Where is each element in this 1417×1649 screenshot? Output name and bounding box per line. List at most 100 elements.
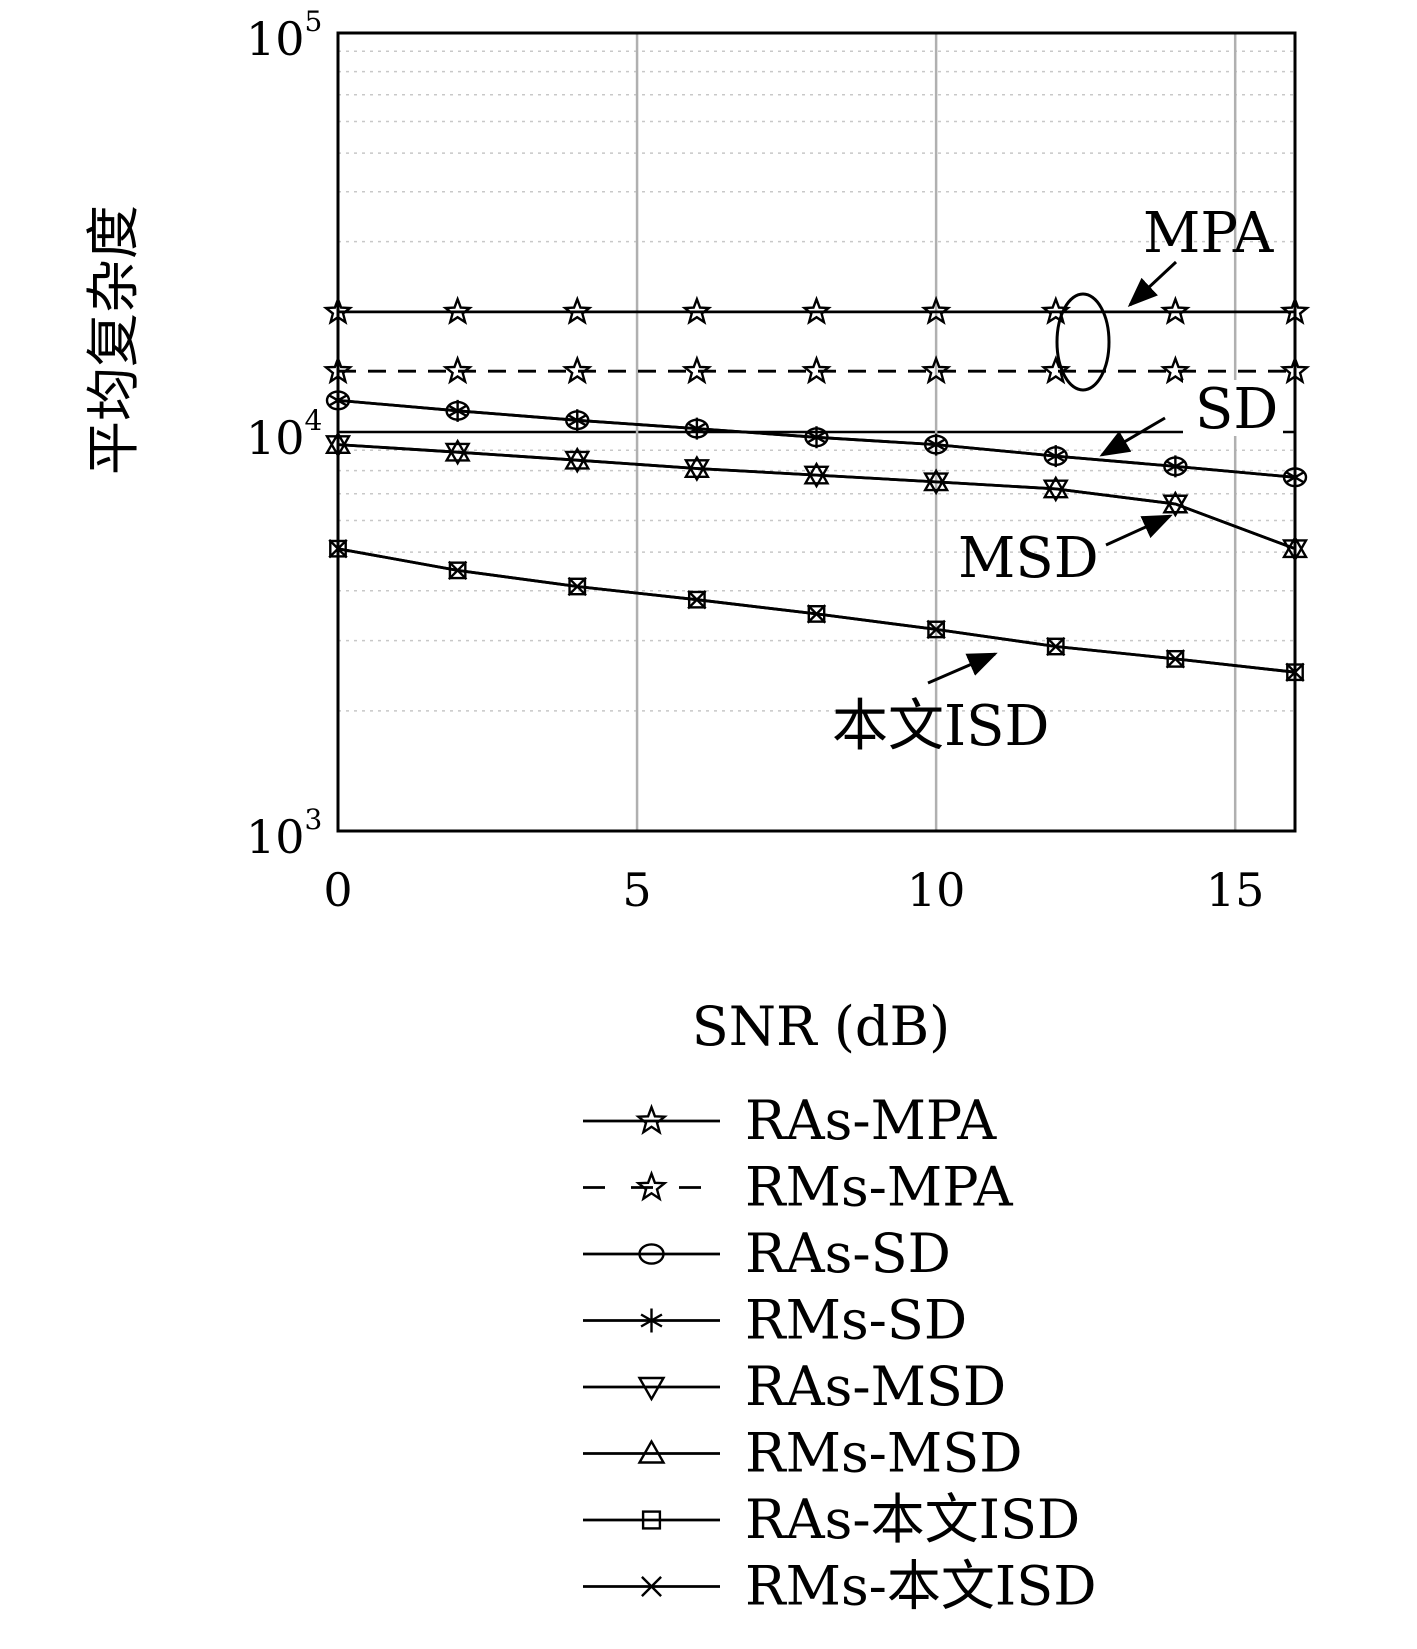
data-point bbox=[442, 295, 473, 325]
data-point bbox=[923, 468, 950, 492]
data-point-stroke bbox=[1165, 455, 1186, 478]
data-point bbox=[447, 560, 468, 581]
legend-marker-stroke bbox=[641, 1576, 662, 1597]
y-axis-label: 平均复杂度 bbox=[82, 205, 145, 475]
legend-item: RMs-MPA bbox=[583, 1156, 1014, 1219]
legend-marker bbox=[641, 1510, 662, 1530]
data-point bbox=[561, 355, 593, 385]
series-line bbox=[337, 547, 1296, 674]
legend-marker bbox=[637, 1439, 666, 1464]
legend-label: RMs-MPA bbox=[745, 1156, 1014, 1219]
legend-marker-stroke bbox=[640, 1308, 663, 1333]
series-RAs-MSD bbox=[324, 435, 1309, 563]
annotation-msd: MSD bbox=[958, 526, 1099, 591]
data-point bbox=[920, 355, 952, 385]
msd-arrow bbox=[1105, 514, 1173, 547]
legend-label: RAs-SD bbox=[745, 1222, 951, 1285]
data-point-stroke bbox=[1165, 649, 1186, 669]
data-point bbox=[803, 461, 830, 485]
data-point bbox=[926, 619, 946, 640]
legend-marker bbox=[635, 1170, 668, 1202]
series-RMs-本文ISD bbox=[328, 539, 1305, 682]
data-point bbox=[1160, 355, 1191, 385]
data-point-stroke bbox=[687, 590, 707, 610]
legend-marker bbox=[641, 1576, 662, 1597]
sd-arrow bbox=[1099, 416, 1166, 457]
legend-item: RAs-MSD bbox=[583, 1355, 1006, 1418]
x-tick-label: 5 bbox=[622, 863, 651, 917]
data-point bbox=[567, 576, 587, 597]
y-tick-label: 105 bbox=[246, 5, 322, 66]
mpa-arrow bbox=[1127, 260, 1178, 308]
data-point bbox=[801, 295, 832, 325]
legend-marker bbox=[640, 1308, 663, 1333]
data-point bbox=[683, 455, 710, 478]
data-point-stroke bbox=[806, 604, 827, 624]
x-tick-labels: 0 5 10 15 bbox=[323, 863, 1264, 917]
data-point-stroke bbox=[447, 399, 468, 422]
legend-label: RAs-本文ISD bbox=[745, 1488, 1080, 1551]
data-point-stroke bbox=[926, 619, 946, 640]
legend-label: RAs-MPA bbox=[745, 1089, 997, 1152]
data-point bbox=[444, 438, 471, 462]
data-point bbox=[567, 409, 588, 432]
data-point bbox=[801, 355, 832, 385]
data-point bbox=[920, 295, 952, 325]
data-point bbox=[1165, 649, 1186, 669]
data-point bbox=[1165, 455, 1186, 478]
legend-item: RMs-本文ISD bbox=[583, 1555, 1097, 1618]
legend-label: RMs-MSD bbox=[745, 1422, 1023, 1485]
annotations: MPA SD MSD 本文ISD bbox=[832, 201, 1283, 759]
y-tick-labels: 103 104 105 bbox=[246, 5, 322, 864]
data-point-stroke bbox=[686, 417, 708, 440]
x-tick-label: 0 bbox=[323, 863, 352, 917]
x-tick-label: 10 bbox=[907, 863, 966, 917]
data-point-stroke bbox=[567, 576, 587, 597]
data-point bbox=[1045, 445, 1066, 468]
data-point bbox=[687, 590, 707, 610]
data-point-stroke bbox=[1046, 636, 1066, 657]
data-point bbox=[447, 399, 468, 422]
data-point bbox=[561, 295, 593, 325]
data-point bbox=[681, 295, 713, 325]
legend-item: RAs-MPA bbox=[583, 1089, 997, 1152]
y-tick-label: 104 bbox=[246, 404, 322, 465]
legend: RAs-MPARMs-MPARAs-SDRMs-SDRAs-MSDRMs-MSD… bbox=[583, 1089, 1097, 1618]
isd-arrow bbox=[927, 652, 998, 685]
mpa-ellipse bbox=[1055, 292, 1111, 392]
plot-frame bbox=[336, 31, 1297, 833]
data-point bbox=[1046, 636, 1066, 657]
series-line bbox=[337, 443, 1296, 551]
data-point bbox=[681, 355, 713, 385]
series-RMs-MPA bbox=[322, 355, 1311, 385]
x-axis-label: SNR (dB) bbox=[692, 995, 950, 1058]
data-point-stroke bbox=[925, 433, 947, 456]
annotation-mpa: MPA bbox=[1143, 201, 1274, 266]
data-point bbox=[806, 426, 827, 449]
data-point-stroke bbox=[1045, 445, 1066, 468]
legend-item: RMs-MSD bbox=[583, 1422, 1023, 1485]
legend-label: RMs-SD bbox=[745, 1289, 967, 1352]
data-point bbox=[806, 604, 827, 624]
data-point bbox=[1042, 475, 1069, 499]
series-RMs-MSD bbox=[324, 431, 1309, 559]
legend-marker bbox=[635, 1103, 668, 1135]
series-RAs-本文ISD bbox=[329, 539, 1304, 682]
series-RMs-SD bbox=[327, 389, 1306, 489]
legend-marker bbox=[637, 1376, 666, 1402]
legend-item: RMs-SD bbox=[583, 1289, 967, 1352]
data-point-stroke bbox=[567, 409, 588, 432]
data-point bbox=[1162, 490, 1189, 514]
legend-item: RAs-本文ISD bbox=[583, 1488, 1080, 1551]
data-point bbox=[1160, 295, 1191, 325]
data-point bbox=[925, 433, 947, 456]
x-tick-label: 15 bbox=[1206, 863, 1265, 917]
y-tick-label: 103 bbox=[246, 803, 322, 864]
data-point bbox=[442, 355, 473, 385]
series-line bbox=[337, 547, 1296, 674]
legend-marker bbox=[638, 1243, 665, 1265]
data-point-stroke bbox=[447, 560, 468, 581]
legend-item: RAs-SD bbox=[583, 1222, 951, 1285]
data-point bbox=[564, 446, 591, 470]
